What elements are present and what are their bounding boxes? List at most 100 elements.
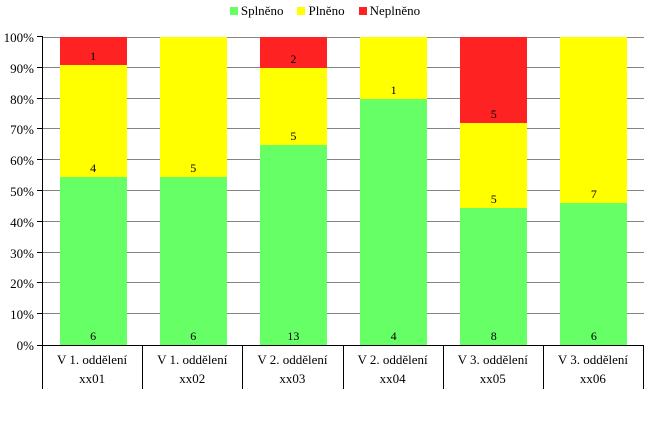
gridline [43,313,644,315]
x-axis-category-label: V 1. oddělení xx02 [142,350,242,388]
gridline [43,251,644,253]
bar-segment-plněno: 4 [59,65,127,177]
segment-value-label: 13 [287,329,300,343]
gridline [43,220,644,222]
bar-1: 6 4 1 [59,37,127,345]
category-label-line1: V 2. oddělení [357,352,428,367]
category-divider [443,345,444,389]
legend-item-neplneno: Neplněno [358,3,421,19]
segment-value-label: 6 [90,329,97,343]
legend-label-neplneno: Neplněno [369,3,421,18]
legend-item-splneno: Splněno [229,3,284,19]
y-axis-tick [37,282,43,284]
segment-value-label: 1 [390,82,397,97]
category-label-line1: V 3. oddělení [557,352,628,367]
bar-segment-splněno: 6 [560,202,628,345]
y-axis-tick [37,220,43,222]
y-axis-tick [37,190,43,191]
bar-segment-plněno: 5 [259,67,327,145]
bar-segment-splněno: 4 [360,98,428,345]
bar-3: 13 5 2 [259,37,327,345]
bar-segment-plněno: 5 [460,122,528,209]
y-axis-tick-label: 90% [10,60,34,76]
bar-5: 8 5 5 [460,37,528,345]
bar-segment-splněno: 6 [159,177,227,345]
bar-segment-neplněno: 2 [259,37,327,68]
gridline [43,282,644,284]
y-axis-tick-label: 30% [10,245,34,261]
plot-area: 6 4 1 6 5 13 5 2 4 1 8 5 5 6 7 [37,36,644,346]
category-label-line1: V 2. oddělení [257,352,328,367]
bar-segment-neplněno: 5 [460,37,528,123]
bar-segment-plněno: 1 [360,37,428,99]
y-axis-tick-label: 0% [16,338,34,353]
x-axis-category-label: V 3. oddělení xx05 [443,350,543,388]
category-label-line1: V 1. oddělení [157,352,228,367]
segment-value-label: 8 [490,329,497,343]
bar-segment-splněno: 8 [460,208,528,345]
segment-value-label: 5 [190,161,197,175]
y-axis-tick [37,345,43,346]
y-axis-tick [37,97,43,99]
category-divider [242,345,243,389]
legend-label-plneno: Plněno [308,3,345,18]
segment-value-label: 5 [290,128,297,143]
segment-value-label: 7 [590,186,597,201]
legend-swatch-plneno [297,7,306,15]
legend-swatch-neplneno [358,7,367,15]
y-axis-tick [37,36,43,37]
y-axis-tick-label: 80% [10,91,34,107]
y-axis-tick-label: 70% [10,122,34,138]
y-axis-tick-label: 100% [3,30,34,45]
y-axis-tick-label: 20% [10,276,34,292]
segment-value-label: 5 [490,192,497,207]
gridline [43,190,644,191]
segment-value-label: 4 [90,161,97,175]
segment-value-label: 6 [590,329,597,343]
legend-item-plneno: Plněno [297,3,345,19]
y-axis-tick [37,251,43,253]
y-axis-tick [37,66,43,68]
category-label-line2: xx04 [379,371,406,386]
legend-swatch-splneno [229,7,238,15]
category-divider [643,345,644,389]
category-divider [543,345,544,389]
bar-segment-neplněno: 1 [59,37,127,65]
category-label-line1: V 3. oddělení [457,352,528,367]
category-divider [42,345,43,389]
x-axis-category-label: V 2. oddělení xx03 [242,350,342,388]
x-axis-category-label: V 3. oddělení xx06 [543,350,643,388]
y-axis-tick [37,313,43,315]
x-axis-category-label: V 1. oddělení xx01 [42,350,142,388]
category-label-line1: V 1. oddělení [56,352,128,367]
category-label-line2: xx06 [579,371,606,386]
segment-value-label: 5 [490,106,497,121]
gridline [43,128,644,130]
bar-segment-splněno: 13 [259,144,327,345]
y-axis-tick-label: 10% [10,307,34,323]
bar-segment-splněno: 6 [59,177,127,345]
y-axis-tick-label: 60% [10,153,34,169]
segment-value-label: 2 [290,51,297,66]
gridline [43,159,644,161]
bar-segment-plněno: 7 [560,37,628,203]
category-divider [343,345,344,389]
category-label-line2: xx03 [279,371,306,386]
gridline [43,97,644,99]
bar-segment-plněno: 5 [159,37,227,177]
legend: Splněno Plněno Neplněno [0,3,650,19]
legend-label-splneno: Splněno [240,3,284,18]
category-label-line2: xx01 [79,371,106,386]
y-axis-tick-label: 50% [10,184,34,199]
y-axis-tick [37,128,43,130]
category-label-line2: xx02 [179,371,206,386]
y-axis-tick-label: 40% [10,214,34,230]
x-axis-category-label: V 2. oddělení xx04 [343,350,443,388]
gridline [43,66,644,68]
gridline [43,37,644,38]
segment-value-label: 6 [190,329,197,343]
